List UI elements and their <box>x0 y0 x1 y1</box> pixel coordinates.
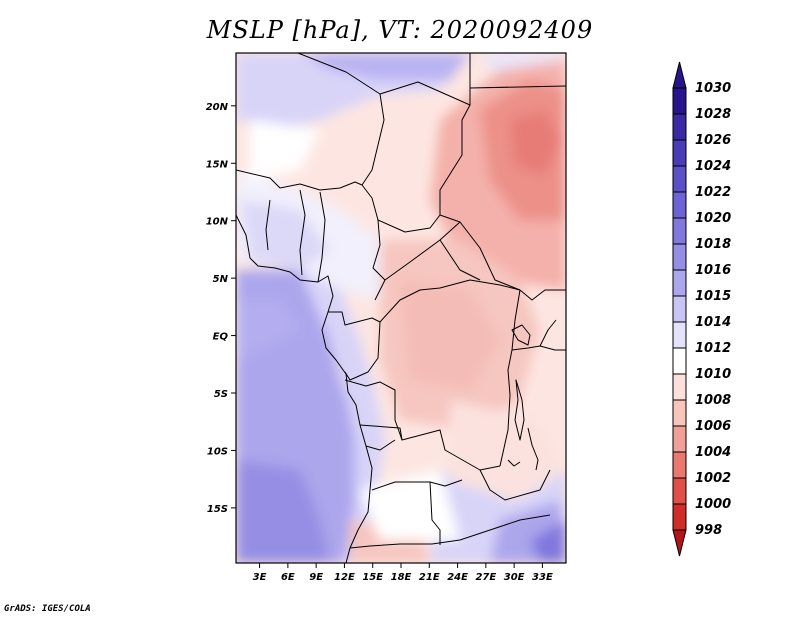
pressure-field <box>236 53 566 563</box>
x-tick-label: 9E <box>309 572 323 583</box>
colorbar-segment <box>672 477 687 505</box>
colorbar-label: 1010 <box>695 367 731 382</box>
colorbar-segment <box>672 451 687 479</box>
colorbar-label: 1028 <box>695 107 731 122</box>
colorbar-label: 1014 <box>695 315 731 330</box>
colorbar-label: 1030 <box>695 81 731 96</box>
colorbar-label: 1002 <box>695 471 731 486</box>
colorbar-segment <box>672 87 687 115</box>
y-tick-label: 5N <box>213 274 229 285</box>
colorbar-label: 1012 <box>695 341 731 356</box>
colorbar-segment <box>672 113 687 141</box>
x-tick-label: 33E <box>532 572 553 583</box>
colorbar-segment <box>672 243 687 271</box>
y-tick-label: EQ <box>213 332 229 343</box>
x-axis: 3E 6E 9E 12E 15E 18E 21E 24E 27E 30E 33E <box>253 563 553 583</box>
y-tick-label: 15S <box>207 504 228 515</box>
chart-title: MSLP [hPa], VT: 2020092409 <box>206 16 594 44</box>
x-tick-label: 18E <box>391 572 412 583</box>
colorbar-segment <box>672 425 687 453</box>
colorbar-label: 1008 <box>695 393 731 408</box>
colorbar-label: 1020 <box>695 211 731 226</box>
x-tick-label: 3E <box>253 572 267 583</box>
grads-credit: GrADS: IGES/COLA <box>4 604 91 614</box>
colorbar-label: 1016 <box>695 263 731 278</box>
x-tick-label: 15E <box>362 572 383 583</box>
colorbar-segment <box>672 139 687 167</box>
colorbar: 1030 1028 1026 1024 1022 1020 1018 1016 1015 1014… <box>672 61 731 557</box>
colorbar-arrow-top <box>672 61 687 89</box>
colorbar-label: 1018 <box>695 237 731 252</box>
x-tick-label: 24E <box>447 572 468 583</box>
y-tick-label: 5S <box>214 389 228 400</box>
colorbar-segment <box>672 503 687 531</box>
y-tick-label: 15N <box>206 159 229 170</box>
x-tick-label: 12E <box>334 572 355 583</box>
colorbar-label: 1026 <box>695 133 731 148</box>
colorbar-label: 1000 <box>695 497 731 512</box>
y-tick-label: 20N <box>206 102 229 113</box>
x-tick-label: 21E <box>419 572 440 583</box>
y-axis: 20N 15N 10N 5N EQ 5S 10S 15S <box>206 102 236 515</box>
colorbar-segment <box>672 269 687 297</box>
colorbar-label: 998 <box>695 523 722 538</box>
x-tick-label: 30E <box>504 572 525 583</box>
colorbar-label: 1024 <box>695 159 731 174</box>
colorbar-segment <box>672 373 687 401</box>
colorbar-label: 1006 <box>695 419 731 434</box>
x-tick-label: 6E <box>281 572 295 583</box>
colorbar-segment <box>672 321 687 349</box>
colorbar-label: 1022 <box>695 185 731 200</box>
y-tick-label: 10S <box>207 446 228 457</box>
colorbar-label: 1004 <box>695 445 731 460</box>
x-tick-label: 27E <box>475 572 496 583</box>
colorbar-segment <box>672 217 687 245</box>
colorbar-segment <box>672 347 687 375</box>
colorbar-segment <box>672 191 687 219</box>
colorbar-segment <box>672 165 687 193</box>
y-tick-label: 10N <box>206 217 229 228</box>
colorbar-label: 1015 <box>695 289 731 304</box>
colorbar-segment <box>672 399 687 427</box>
colorbar-segment <box>672 295 687 323</box>
colorbar-arrow-bottom <box>672 529 687 557</box>
